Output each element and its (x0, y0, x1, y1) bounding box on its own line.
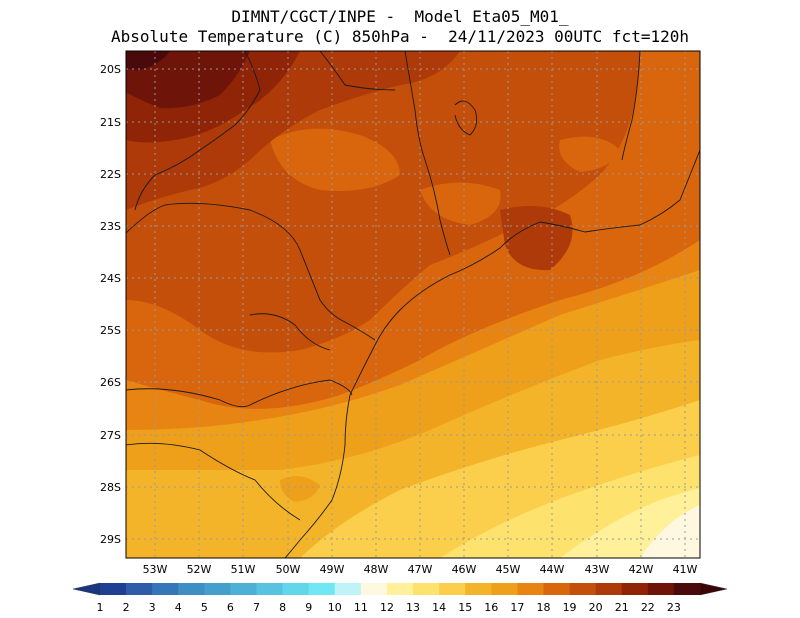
colorbar-label: 21 (615, 601, 629, 614)
coastline-and-borders (126, 51, 700, 558)
lat-label: 26S (100, 376, 121, 389)
lat-label: 23S (100, 220, 121, 233)
colorbar-label: 20 (589, 601, 603, 614)
colorbar-label: 15 (458, 601, 472, 614)
lon-label: 41W (673, 563, 698, 576)
colorbar-swatch (152, 583, 179, 595)
lon-label: 45W (496, 563, 521, 576)
lon-label: 52W (187, 563, 212, 576)
map-title-line-2: Absolute Temperature (C) 850hPa - 24/11/… (111, 27, 689, 46)
lat-label: 29S (100, 533, 121, 546)
colorbar-swatch (308, 583, 336, 595)
grid-lines (126, 51, 700, 558)
temperature-field (126, 51, 700, 558)
colorbar-label: 16 (484, 601, 498, 614)
colorbar-label: 10 (328, 601, 342, 614)
colorbar-swatch (204, 583, 231, 595)
colorbar-swatch (413, 583, 440, 595)
latitude-labels: 20S 21S 22S 23S 24S 25S 26S 27S 28S 29S (100, 63, 121, 546)
colorbar-label: 5 (201, 601, 208, 614)
colorbar-label: 11 (354, 601, 368, 614)
colorbar-label: 19 (563, 601, 577, 614)
colorbar-label: 23 (667, 601, 681, 614)
lat-label: 24S (100, 272, 121, 285)
lat-label: 21S (100, 116, 121, 129)
colorbar-label: 8 (279, 601, 286, 614)
colorbar-label: 12 (380, 601, 394, 614)
lon-label: 51W (231, 563, 256, 576)
lon-label: 46W (452, 563, 477, 576)
lon-label: 44W (540, 563, 565, 576)
colorbar-swatch (126, 583, 153, 595)
colorbar-labels: 1 2 3 4 5 6 7 8 9 10 11 12 13 14 15 16 17 18 19 20 21 22 23 (97, 601, 681, 614)
colorbar-label: 13 (406, 601, 420, 614)
lat-label: 28S (100, 481, 121, 494)
colorbar-swatch (256, 583, 283, 595)
colorbar-label: 2 (123, 601, 130, 614)
colorbar-swatch (543, 583, 570, 595)
lon-label: 50W (276, 563, 301, 576)
colorbar-swatch (439, 583, 466, 595)
colorbar-label: 18 (536, 601, 550, 614)
lon-label: 42W (629, 563, 654, 576)
colorbar-legend: 1 2 3 4 5 6 7 8 9 10 11 12 13 14 15 16 17 18 19 20 21 22 23 (72, 582, 728, 614)
colorbar-label: 9 (305, 601, 312, 614)
colorbar-left-arrow (72, 582, 101, 596)
colorbar-swatch (491, 583, 518, 595)
colorbar-swatch (465, 583, 492, 595)
colorbar-swatch (647, 583, 675, 595)
colorbar-swatch (673, 583, 701, 595)
lat-label: 25S (100, 324, 121, 337)
colorbar-swatch (178, 583, 205, 595)
colorbar-label: 3 (149, 601, 156, 614)
colorbar-label: 4 (175, 601, 182, 614)
colorbar-swatch (334, 583, 362, 595)
colorbar-swatch (517, 583, 544, 595)
colorbar-swatch (360, 583, 388, 595)
colorbar-swatch (595, 583, 623, 595)
colorbar-label: 14 (432, 601, 446, 614)
lon-label: 53W (143, 563, 168, 576)
colorbar-label: 6 (227, 601, 234, 614)
colorbar-right-arrow (699, 582, 728, 596)
colorbar-swatch (621, 583, 649, 595)
lat-label: 22S (100, 168, 121, 181)
colorbar-label: 22 (641, 601, 655, 614)
lon-label: 48W (364, 563, 389, 576)
colorbar-swatch (230, 583, 257, 595)
map-frame (125, 50, 701, 559)
colorbar-label: 1 (97, 601, 104, 614)
lat-label: 27S (100, 429, 121, 442)
lat-label: 20S (100, 63, 121, 76)
colorbar-swatch (100, 583, 127, 595)
lon-label: 47W (408, 563, 433, 576)
map-title-line-1: DIMNT/CGCT/INPE - Model Eta05_M01_ (231, 7, 569, 26)
colorbar-swatch (569, 583, 596, 595)
colorbar-swatch (386, 583, 414, 595)
colorbar-swatch (282, 583, 309, 595)
colorbar-swatches (100, 583, 701, 595)
colorbar-label: 17 (510, 601, 524, 614)
colorbar-label: 7 (253, 601, 260, 614)
lon-label: 43W (585, 563, 610, 576)
longitude-labels: 53W 52W 51W 50W 49W 48W 47W 46W 45W 44W … (143, 563, 698, 576)
lon-label: 49W (320, 563, 345, 576)
